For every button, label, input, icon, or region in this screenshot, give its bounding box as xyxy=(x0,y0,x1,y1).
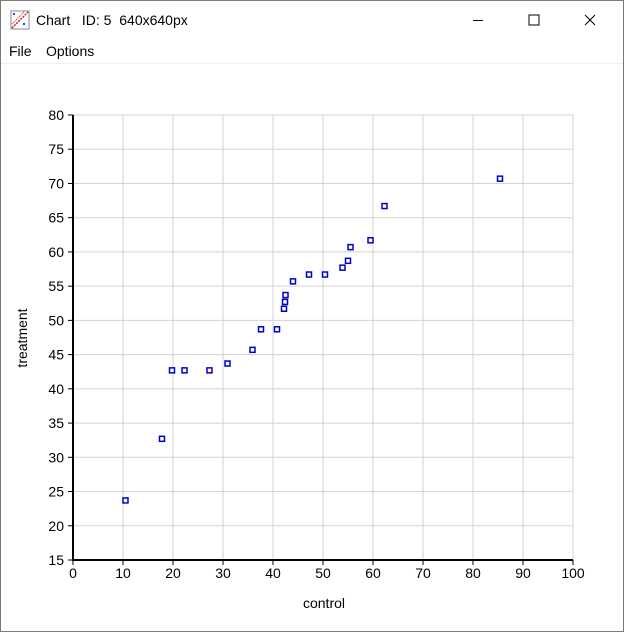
y-tick-label: 65 xyxy=(48,210,64,226)
data-point xyxy=(282,291,289,299)
data-points xyxy=(122,175,504,504)
y-tick-label: 25 xyxy=(48,484,64,500)
data-point xyxy=(181,367,188,374)
y-tick-label: 45 xyxy=(48,347,64,363)
data-point xyxy=(280,305,288,312)
window-title: Chart ID: 5 640x640px xyxy=(36,12,188,28)
chart-area: 0 10 20 30 40 50 60 70 80 90 100 15 20 25 30 35 40 45 50 5… xyxy=(1,64,623,630)
data-point xyxy=(257,326,265,333)
close-icon xyxy=(584,14,596,26)
x-tick-label: 80 xyxy=(465,565,481,581)
y-tick-label: 15 xyxy=(48,552,64,568)
x-tick-label: 50 xyxy=(315,565,331,581)
y-tick-label: 70 xyxy=(48,175,64,191)
data-point xyxy=(289,278,297,285)
x-tick-label: 0 xyxy=(69,565,77,581)
x-tick-label: 100 xyxy=(561,565,585,581)
data-point xyxy=(367,237,374,244)
x-tick-label: 30 xyxy=(215,565,231,581)
data-point xyxy=(273,326,281,333)
x-tick-label: 70 xyxy=(415,565,431,581)
x-tick-label: 10 xyxy=(115,565,131,581)
y-ticks: 15 20 25 30 35 40 45 50 55 60 65 70 75 80 xyxy=(48,107,73,568)
data-point xyxy=(206,367,213,374)
data-point xyxy=(249,346,256,354)
data-point xyxy=(158,435,166,443)
menu-bar: File Options xyxy=(1,39,623,64)
x-tick-label: 20 xyxy=(165,565,181,581)
scatter-chart: 0 10 20 30 40 50 60 70 80 90 100 15 20 25 30 35 40 45 50 5… xyxy=(14,107,585,611)
data-point xyxy=(122,497,129,504)
data-point xyxy=(168,367,176,374)
close-button[interactable] xyxy=(567,1,613,39)
data-point xyxy=(224,360,231,367)
y-axis-label: treatment xyxy=(14,308,30,367)
x-ticks: 0 10 20 30 40 50 60 70 80 90 100 xyxy=(69,560,585,581)
minimize-button[interactable] xyxy=(455,1,501,39)
grid-lines xyxy=(73,114,574,560)
x-tick-label: 90 xyxy=(515,565,531,581)
y-tick-label: 40 xyxy=(48,381,64,397)
menu-options[interactable]: Options xyxy=(46,43,95,59)
y-tick-label: 80 xyxy=(48,107,64,123)
x-tick-label: 60 xyxy=(365,565,381,581)
data-point xyxy=(305,271,313,278)
y-tick-label: 60 xyxy=(48,244,64,260)
data-point xyxy=(339,264,346,271)
data-point xyxy=(347,243,354,251)
y-tick-label: 75 xyxy=(48,141,64,157)
y-tick-label: 35 xyxy=(48,415,64,431)
data-point xyxy=(281,298,289,306)
maximize-icon xyxy=(528,14,540,26)
x-tick-label: 40 xyxy=(265,565,281,581)
maximize-button[interactable] xyxy=(511,1,557,39)
data-point xyxy=(321,271,329,278)
data-point xyxy=(381,202,388,210)
y-tick-label: 30 xyxy=(48,449,64,465)
menu-file[interactable]: File xyxy=(9,43,32,59)
data-point xyxy=(344,257,352,265)
data-point xyxy=(496,175,504,182)
y-tick-label: 55 xyxy=(48,278,64,294)
x-axis-label: control xyxy=(303,595,345,611)
y-tick-label: 50 xyxy=(48,312,64,328)
minimize-icon xyxy=(473,20,483,21)
chart-icon xyxy=(10,10,30,30)
title-bar[interactable]: Chart ID: 5 640x640px xyxy=(1,1,623,39)
y-tick-label: 20 xyxy=(48,518,64,534)
